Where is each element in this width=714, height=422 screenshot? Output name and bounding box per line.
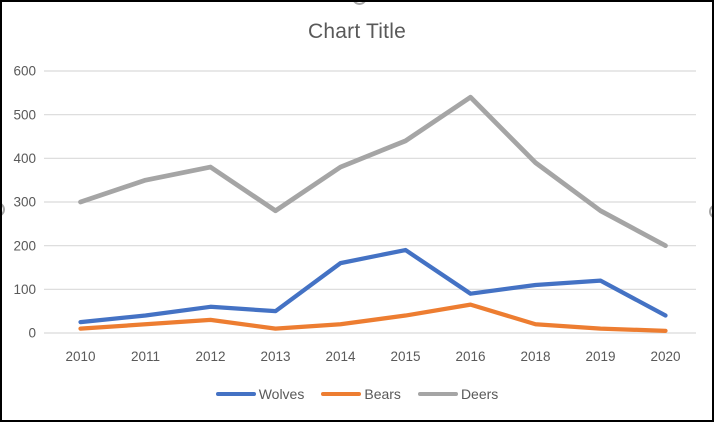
series-line-deers[interactable] (78, 94, 668, 249)
x-axis-tick-label: 2013 (260, 349, 290, 364)
chart-legend: Wolves Bears Deers (2, 386, 712, 402)
x-axis-tick-label: 2016 (455, 349, 485, 364)
series-line-bears[interactable] (78, 302, 668, 333)
x-axis-tick-label: 2012 (195, 349, 225, 364)
x-axis-tick-label: 2020 (650, 349, 680, 364)
y-axis-tick-label: 400 (13, 151, 36, 166)
x-axis-tick-label: 2011 (131, 349, 160, 364)
y-axis-tick-label: 300 (13, 195, 36, 210)
y-axis-tick-label: 200 (13, 238, 36, 253)
legend-label-bears: Bears (364, 386, 401, 402)
x-axis-tick-label: 2010 (65, 349, 95, 364)
x-axis-tick-label: 2015 (390, 349, 420, 364)
y-axis-tick-label: 0 (28, 326, 36, 341)
x-axis-tick-label: 2019 (585, 349, 615, 364)
x-axis-tick-label: 2014 (325, 349, 356, 364)
legend-label-deers: Deers (460, 386, 499, 402)
y-axis-tick-label: 100 (13, 282, 36, 297)
legend-swatch-deers (417, 391, 458, 397)
legend-item-wolves[interactable]: Wolves (215, 386, 305, 402)
legend-swatch-wolves (215, 391, 256, 397)
legend-item-bears[interactable]: Bears (321, 386, 401, 402)
y-axis-tick-label: 500 (13, 107, 36, 122)
legend-label-wolves: Wolves (258, 386, 305, 402)
y-axis-tick-label: 600 (13, 64, 36, 79)
series-line-wolves[interactable] (78, 247, 668, 325)
legend-item-deers[interactable]: Deers (417, 386, 499, 402)
x-axis-tick-label: 2018 (520, 349, 550, 364)
legend-swatch-bears (321, 391, 362, 397)
chart-title[interactable]: Chart Title (308, 20, 406, 43)
